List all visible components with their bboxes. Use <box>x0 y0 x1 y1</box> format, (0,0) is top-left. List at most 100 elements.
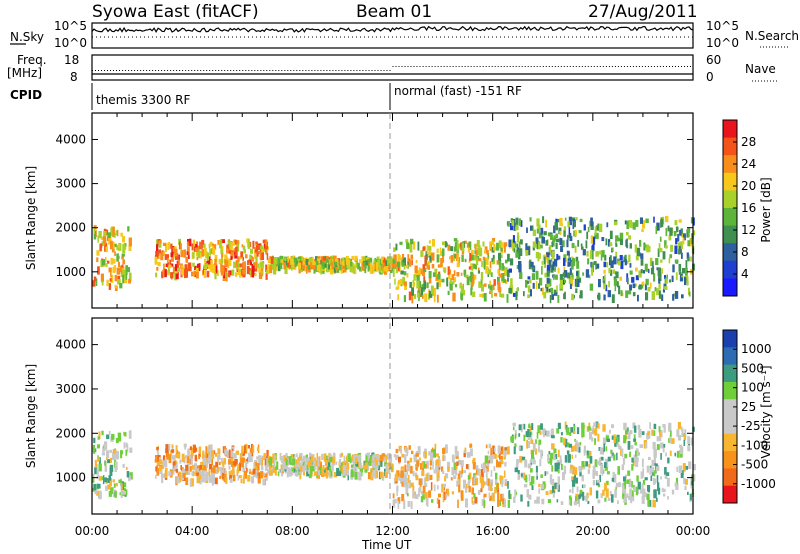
nave-dot <box>143 70 145 71</box>
rti-cell <box>639 444 643 448</box>
rti-cell <box>528 261 532 270</box>
rti-cell <box>370 262 373 270</box>
rti-cell <box>534 448 538 455</box>
rti-cell <box>549 295 552 304</box>
nave-dot <box>614 66 616 67</box>
rti-cell <box>647 497 650 507</box>
rti-cell <box>568 216 572 226</box>
nave-dot <box>134 70 136 71</box>
nave-dot <box>224 70 226 71</box>
rti-cell <box>278 469 281 474</box>
rti-cell <box>363 262 366 267</box>
nave-dot <box>428 66 430 67</box>
rti-cell <box>409 244 413 253</box>
rti-cell <box>245 254 248 259</box>
rti-cell <box>425 474 429 482</box>
rti-cell <box>493 447 496 452</box>
rti-cell <box>329 265 332 275</box>
rti-cell <box>212 248 216 255</box>
rti-cell <box>485 444 488 449</box>
nave-dot <box>194 70 196 71</box>
rti-cell <box>563 465 567 475</box>
rti-cell <box>206 462 208 469</box>
rti-cell <box>208 469 211 476</box>
rti-cell <box>255 245 259 251</box>
rti-cell <box>579 442 582 446</box>
colorbar-tick-label: 100 <box>741 381 764 395</box>
colorbar-segment <box>723 120 737 139</box>
rti-cell <box>661 487 664 493</box>
rti-cell <box>651 291 655 300</box>
rti-cell <box>392 493 395 499</box>
rti-cell <box>196 477 201 484</box>
nave-dot <box>155 70 157 71</box>
rti-cell <box>410 254 414 260</box>
rti-cell <box>316 258 320 264</box>
rti-cell <box>539 252 541 259</box>
rti-cell <box>155 475 157 479</box>
rti-cell <box>340 465 343 472</box>
rti-cell <box>553 235 556 243</box>
rti-cell <box>447 290 450 295</box>
rti-cell <box>120 232 123 237</box>
rti-cell <box>201 476 205 483</box>
rti-cell <box>665 216 669 223</box>
rti-cell <box>592 480 595 486</box>
rti-cell <box>621 464 625 471</box>
rti-cell <box>272 465 275 473</box>
rti-cell <box>424 448 427 455</box>
rti-cell <box>663 426 666 433</box>
rti-cell <box>377 465 381 471</box>
nave-dot <box>326 70 328 71</box>
rti-cell <box>295 453 298 458</box>
rti-cell <box>662 289 665 293</box>
rti-cell <box>531 266 535 271</box>
rti-cell <box>202 243 206 248</box>
rti-cell <box>601 463 603 472</box>
rti-cell <box>594 438 596 445</box>
rti-cell <box>355 457 358 464</box>
rti-cell <box>591 262 594 271</box>
rti-cell <box>526 489 530 498</box>
rti-cell <box>198 453 201 457</box>
rti-cell <box>266 449 269 458</box>
rti-cell <box>622 457 626 465</box>
rti-cell <box>404 446 407 453</box>
rti-cell <box>659 248 663 253</box>
rti-cell <box>499 499 502 506</box>
rti-cell <box>110 227 113 236</box>
rti-cell <box>486 476 488 485</box>
rti-cell <box>116 267 121 275</box>
rti-cell <box>496 459 498 468</box>
rti-cell <box>319 461 322 469</box>
rti-cell <box>285 459 288 466</box>
nave-dot <box>320 70 322 71</box>
rti-cell <box>233 453 237 459</box>
rti-cell <box>627 440 631 450</box>
rti-cell <box>431 447 434 455</box>
rti-cell <box>531 476 535 485</box>
rti-cell <box>105 263 108 267</box>
rti-cell <box>577 442 581 451</box>
rti-cell <box>305 457 309 463</box>
rti-cell <box>583 484 586 488</box>
rti-cell <box>629 243 632 249</box>
nave-dot <box>98 70 99 71</box>
rti-cell <box>489 284 493 291</box>
rti-cell <box>475 264 477 270</box>
rti-cell <box>602 489 605 496</box>
rti-cell <box>649 465 652 469</box>
rti-cell <box>254 463 256 468</box>
rti-cell <box>264 457 269 467</box>
rti-cell <box>678 219 682 223</box>
rti-cell <box>551 485 556 494</box>
nave-dot <box>95 70 96 71</box>
rti-cell <box>690 482 694 489</box>
rti-cell <box>110 272 112 277</box>
rti-cell <box>116 245 120 251</box>
rti-cell <box>345 467 348 475</box>
rti-cell <box>482 256 486 260</box>
rti-cell <box>540 474 543 478</box>
rti-cell <box>494 246 497 251</box>
rti-cell <box>249 259 252 266</box>
